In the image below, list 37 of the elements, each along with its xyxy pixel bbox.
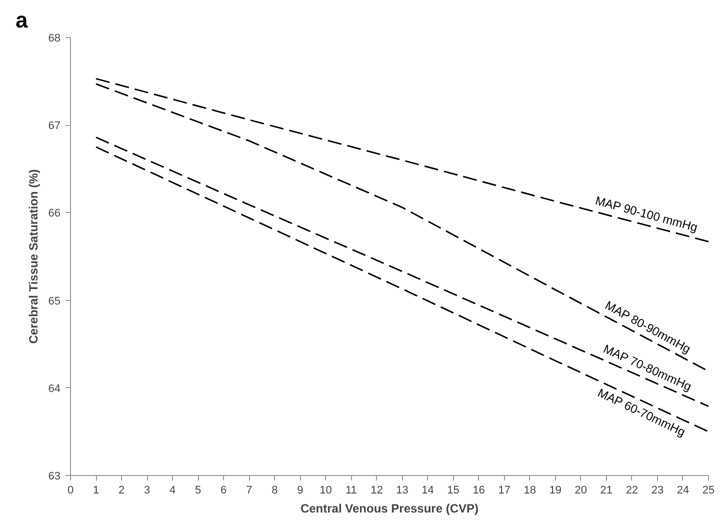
x-tick-label: 13 bbox=[396, 484, 408, 496]
x-tick-label: 2 bbox=[118, 484, 125, 496]
line-series bbox=[95, 78, 708, 242]
x-tick-label: 12 bbox=[370, 484, 383, 496]
x-tick-label: 11 bbox=[346, 484, 357, 496]
x-tick-label: 1 bbox=[92, 484, 100, 496]
x-tick-label: 24 bbox=[676, 484, 690, 496]
x-tick-label: 17 bbox=[498, 484, 510, 496]
x-tick-label: 8 bbox=[272, 484, 278, 496]
x-axis-title: Central Venous Pressure (CVP) bbox=[300, 502, 479, 516]
x-tick-label: 19 bbox=[549, 484, 562, 496]
y-tick-label: 64 bbox=[48, 382, 61, 395]
x-tick-label: 9 bbox=[297, 484, 304, 496]
x-tick-label: 6 bbox=[220, 484, 227, 496]
y-axis-title: Cerebral Tissue Saturation (%) bbox=[26, 169, 40, 344]
x-tick-label: 4 bbox=[170, 484, 176, 496]
x-tick-label: 7 bbox=[246, 484, 252, 496]
x-tick-label: 22 bbox=[626, 484, 638, 496]
x-tick-label: 10 bbox=[320, 484, 332, 496]
x-tick-label: 5 bbox=[195, 484, 202, 496]
y-tick-label: 65 bbox=[48, 295, 61, 308]
y-tick-label: 68 bbox=[48, 32, 61, 44]
text: a bbox=[16, 8, 28, 32]
x-tick-label: 20 bbox=[574, 484, 588, 496]
x-tick-label: 14 bbox=[422, 484, 434, 496]
x-tick-label: 21 bbox=[600, 484, 613, 496]
x-tick-label: 16 bbox=[472, 484, 485, 496]
text: MAP 90-100 mmHg bbox=[594, 194, 700, 235]
x-tick-label: 25 bbox=[702, 484, 715, 496]
x-tick-label: 3 bbox=[144, 484, 150, 496]
x-tick-label: 0 bbox=[67, 484, 74, 496]
x-tick-label: 18 bbox=[524, 484, 536, 496]
x-tick-label: 15 bbox=[447, 484, 460, 496]
y-tick-label: 63 bbox=[48, 470, 61, 482]
y-tick-label: 66 bbox=[48, 208, 61, 220]
y-tick-label: 67 bbox=[48, 120, 61, 132]
x-tick-label: 23 bbox=[651, 484, 664, 496]
